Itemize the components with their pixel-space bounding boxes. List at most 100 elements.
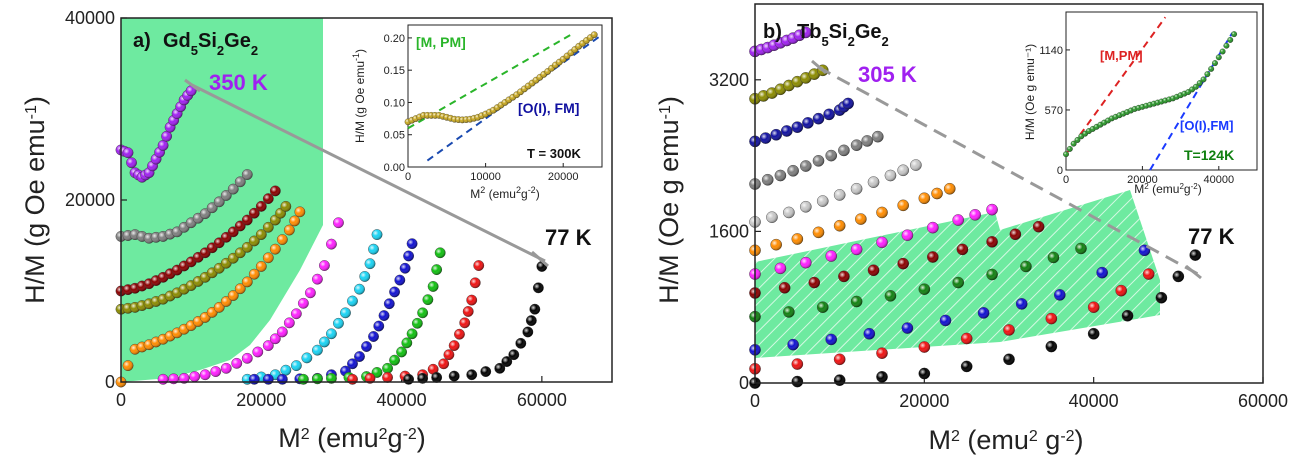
panel-b-arrow-tail bbox=[811, 59, 827, 75]
data-point-highlight bbox=[347, 374, 358, 385]
data-point-highlight bbox=[791, 121, 803, 133]
data-point-highlight bbox=[817, 301, 829, 313]
data-point-highlight bbox=[956, 243, 969, 256]
data-point-highlight bbox=[382, 372, 393, 383]
data-point-highlight bbox=[1143, 268, 1155, 280]
data-point-highlight bbox=[774, 262, 787, 274]
data-point-highlight bbox=[1047, 251, 1060, 264]
data-point-highlight bbox=[791, 233, 803, 245]
data-point-highlight bbox=[851, 139, 863, 151]
data-point-highlight bbox=[1009, 228, 1021, 240]
inset-y-tick-label: 0.05 bbox=[384, 130, 405, 142]
inset-y-tick-label: 1140 bbox=[1039, 45, 1063, 57]
inset-data-point-highlight bbox=[1223, 42, 1230, 49]
data-point-highlight bbox=[522, 326, 534, 338]
data-point-highlight bbox=[298, 298, 309, 309]
data-point-highlight bbox=[791, 375, 803, 388]
data-point-highlight bbox=[986, 268, 998, 281]
panel-a-inset-xlabel: M2 (emu2g-2) bbox=[470, 185, 539, 201]
data-point-highlight bbox=[263, 252, 274, 263]
inset-pm-line bbox=[407, 33, 572, 130]
data-point-highlight bbox=[289, 215, 300, 227]
data-point-highlight bbox=[417, 307, 428, 319]
panel-a-compound: Gd5Si2Ge2 bbox=[163, 30, 258, 58]
data-point-highlight bbox=[812, 155, 825, 167]
data-point-highlight bbox=[812, 226, 825, 238]
data-point-highlight bbox=[312, 344, 323, 356]
data-point-highlight bbox=[406, 238, 418, 249]
data-point-highlight bbox=[918, 283, 930, 295]
data-point-highlight bbox=[270, 243, 281, 255]
series-olive bbox=[115, 200, 292, 315]
data-point-highlight bbox=[918, 341, 930, 353]
data-point-highlight bbox=[918, 192, 930, 204]
data-point-highlight bbox=[249, 235, 260, 247]
y-tick-label: 20000 bbox=[65, 190, 115, 210]
data-point-highlight bbox=[401, 337, 413, 349]
inset-y-tick-label: 0.00 bbox=[384, 162, 405, 174]
inset-data-point-highlight bbox=[1219, 48, 1226, 55]
data-point-highlight bbox=[368, 331, 379, 342]
inset-x-tick-label: 10000 bbox=[470, 171, 501, 183]
data-point-highlight bbox=[438, 358, 449, 369]
data-point-highlight bbox=[326, 328, 337, 339]
x-tick-label: 60000 bbox=[517, 390, 567, 410]
data-point-highlight bbox=[284, 317, 295, 329]
data-point-highlight bbox=[927, 222, 939, 234]
data-point-highlight bbox=[270, 185, 281, 197]
inset-data-point-highlight bbox=[591, 31, 598, 38]
data-point-highlight bbox=[448, 370, 460, 382]
panel-b-inset-bg bbox=[1065, 11, 1258, 171]
series-orange bbox=[115, 206, 306, 388]
panel-a-inset-ylabel: H/M (g Oe emu-1) bbox=[351, 49, 367, 143]
data-point-highlight bbox=[242, 242, 253, 253]
data-point-highlight bbox=[221, 190, 232, 201]
data-point-highlight bbox=[1155, 292, 1167, 304]
data-point-highlight bbox=[368, 243, 379, 255]
data-point-highlight bbox=[214, 196, 225, 208]
data-point-highlight bbox=[470, 277, 481, 289]
series-blue bbox=[749, 244, 1151, 356]
data-point-highlight bbox=[228, 226, 239, 238]
x-tick-label: 60000 bbox=[1238, 391, 1288, 411]
data-point-highlight bbox=[252, 346, 263, 358]
x-tick-label: 0 bbox=[116, 390, 126, 410]
y-tick-label: 3200 bbox=[709, 70, 749, 90]
data-point-highlight bbox=[228, 290, 239, 301]
data-point-highlight bbox=[256, 201, 267, 212]
series-orange bbox=[749, 182, 956, 257]
data-point-highlight bbox=[876, 236, 888, 248]
data-point-highlight bbox=[126, 157, 137, 168]
data-point-highlight bbox=[305, 287, 316, 299]
data-point-highlight bbox=[389, 286, 400, 298]
data-point-highlight bbox=[986, 236, 998, 248]
series-darkred bbox=[749, 220, 1045, 299]
data-point-highlight bbox=[766, 211, 778, 223]
data-point-highlight bbox=[122, 360, 134, 371]
panel-a-tag: a) bbox=[133, 30, 151, 52]
data-point-highlight bbox=[897, 199, 909, 211]
data-point-highlight bbox=[1003, 324, 1015, 336]
inset-x-tick-label: 0 bbox=[1063, 174, 1069, 186]
data-point-highlight bbox=[978, 307, 990, 319]
data-point-highlight bbox=[1189, 249, 1201, 261]
data-point-highlight bbox=[210, 366, 221, 377]
data-point-highlight bbox=[270, 333, 281, 344]
panel-b-temp-low: 77 K bbox=[1188, 224, 1235, 249]
series-olive bbox=[749, 64, 829, 105]
data-point-highlight bbox=[235, 176, 246, 187]
data-point-highlight bbox=[855, 213, 867, 225]
data-point-highlight bbox=[939, 314, 952, 327]
data-point-highlight bbox=[901, 229, 914, 241]
inset-x-tick-label: 20000 bbox=[548, 171, 579, 183]
panel-b-inset-label-pm: [M,PM] bbox=[1100, 48, 1143, 63]
data-point-highlight bbox=[834, 353, 846, 365]
data-point-highlight bbox=[823, 108, 835, 120]
data-point-highlight bbox=[867, 176, 880, 188]
data-point-highlight bbox=[403, 374, 414, 385]
panel-b-xlabel: M2 (emu2 g-2) bbox=[928, 425, 1083, 455]
data-point-highlight bbox=[931, 187, 943, 200]
data-point-highlight bbox=[417, 373, 428, 384]
